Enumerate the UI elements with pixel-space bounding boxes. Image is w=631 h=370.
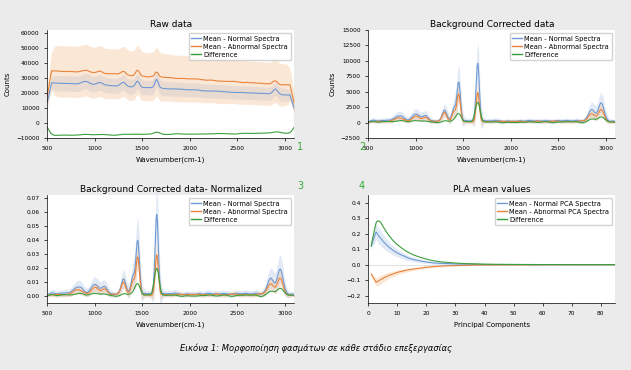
Legend: Mean - Normal Spectra, Mean - Abnormal Spectra, Difference: Mean - Normal Spectra, Mean - Abnormal S… <box>189 33 291 60</box>
Text: 1: 1 <box>297 142 304 152</box>
Y-axis label: Counts: Counts <box>329 72 335 96</box>
Text: Εικόνα 1: Μορφοποίηση φασμάτων σε κάθε στάδιο επεξεργασίας: Εικόνα 1: Μορφοποίηση φασμάτων σε κάθε σ… <box>180 343 451 353</box>
Legend: Mean - Normal Spectra, Mean - Abnormal Spectra, Difference: Mean - Normal Spectra, Mean - Abnormal S… <box>189 198 291 225</box>
Title: Background Corrected data: Background Corrected data <box>430 20 554 29</box>
X-axis label: Wavenumber(cm-1): Wavenumber(cm-1) <box>136 157 206 163</box>
Title: Raw data: Raw data <box>150 20 192 29</box>
X-axis label: Wavenumber(cm-1): Wavenumber(cm-1) <box>136 322 206 328</box>
Title: Background Corrected data- Normalized: Background Corrected data- Normalized <box>80 185 262 194</box>
Text: 3: 3 <box>297 181 304 191</box>
X-axis label: Wavenumber(cm-1): Wavenumber(cm-1) <box>457 157 526 163</box>
Legend: Mean - Normal Spectra, Mean - Abnormal Spectra, Difference: Mean - Normal Spectra, Mean - Abnormal S… <box>510 33 612 60</box>
Text: 2: 2 <box>359 142 365 152</box>
Legend: Mean - Normal PCA Spectra, Mean - Abnormal PCA Spectra, Difference: Mean - Normal PCA Spectra, Mean - Abnorm… <box>495 198 612 225</box>
Title: PLA mean values: PLA mean values <box>453 185 531 194</box>
Text: 4: 4 <box>359 181 365 191</box>
Y-axis label: Counts: Counts <box>4 72 11 96</box>
X-axis label: Principal Components: Principal Components <box>454 322 530 327</box>
